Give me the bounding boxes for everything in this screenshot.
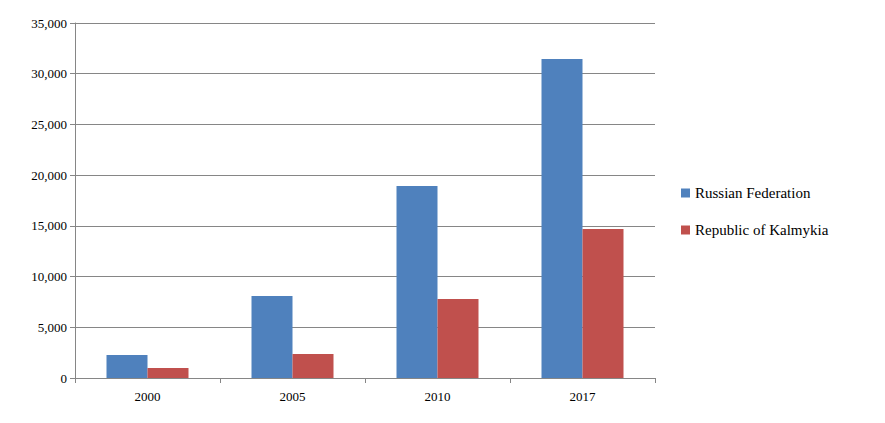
- svg-text:2010: 2010: [425, 389, 451, 404]
- svg-text:0: 0: [61, 371, 68, 386]
- svg-text:15,000: 15,000: [31, 218, 67, 233]
- svg-text:25,000: 25,000: [31, 117, 67, 132]
- svg-text:2017: 2017: [570, 389, 597, 404]
- svg-text:2005: 2005: [280, 389, 306, 404]
- svg-text:Russian Federation: Russian Federation: [695, 185, 811, 201]
- svg-text:5,000: 5,000: [38, 320, 67, 335]
- svg-text:2000: 2000: [135, 389, 161, 404]
- svg-text:30,000: 30,000: [31, 66, 67, 81]
- svg-text:10,000: 10,000: [31, 269, 67, 284]
- svg-text:Republic of Kalmykia: Republic of Kalmykia: [695, 222, 829, 238]
- svg-text:35,000: 35,000: [31, 16, 67, 31]
- svg-text:20,000: 20,000: [31, 168, 67, 183]
